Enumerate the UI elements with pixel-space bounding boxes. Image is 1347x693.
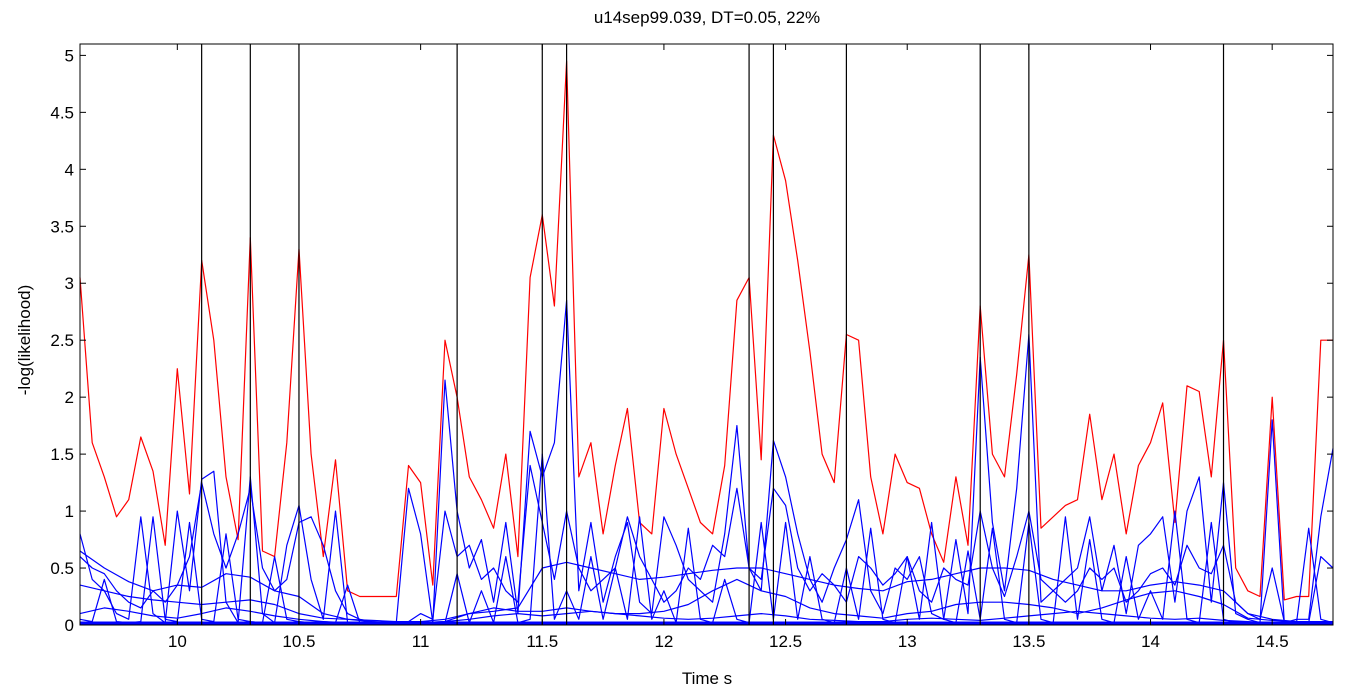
x-tick-label: 12.5 (769, 632, 802, 651)
x-tick-label: 12 (654, 632, 673, 651)
y-tick-label: 3.5 (50, 217, 74, 236)
x-tick-label: 11 (412, 632, 430, 651)
series-line-blue-2 (79, 464, 1334, 624)
series-line-blue-6 (79, 453, 1334, 624)
y-axis-label: -log(likelihood) (15, 285, 34, 396)
x-tick-label: 14 (1141, 632, 1160, 651)
y-tick-label: 3 (65, 274, 74, 293)
series-line-blue-3 (79, 550, 1333, 624)
x-tick-label: 13.5 (1012, 632, 1045, 651)
y-axis-ticks: 0 0.5 1 1.5 2 2.5 3 3.5 4 4.5 5 (50, 46, 1333, 635)
series-line-blue-5 (79, 607, 1333, 624)
plot-frame (79, 43, 1334, 626)
y-tick-label: 0.5 (50, 559, 74, 578)
series-layer (79, 60, 1334, 625)
x-axis-ticks: 10 10.5 11 11.5 12 12.5 13 13.5 14 14.5 (168, 44, 1289, 651)
y-tick-label: 2 (65, 388, 74, 407)
chart-title: u14sep99.039, DT=0.05, 22% (594, 8, 820, 27)
series-line-blue-1 (79, 299, 1334, 624)
y-tick-label: 2.5 (50, 331, 74, 350)
x-tick-label: 10 (168, 632, 187, 651)
y-tick-label: 0 (65, 616, 74, 635)
x-tick-label: 11.5 (526, 632, 558, 651)
y-tick-label: 5 (65, 46, 74, 65)
y-tick-label: 1.5 (50, 445, 74, 464)
plot-area (80, 44, 1333, 625)
event-marker-layer (201, 44, 1225, 625)
y-tick-label: 1 (65, 502, 74, 521)
x-tick-label: 10.5 (282, 632, 315, 651)
x-axis-label: Time s (682, 669, 732, 688)
x-tick-label: 13 (898, 632, 917, 651)
series-line-red-0 (79, 60, 1333, 601)
y-tick-label: 4 (65, 160, 74, 179)
x-tick-label: 14.5 (1256, 632, 1289, 651)
y-tick-label: 4.5 (50, 103, 74, 122)
